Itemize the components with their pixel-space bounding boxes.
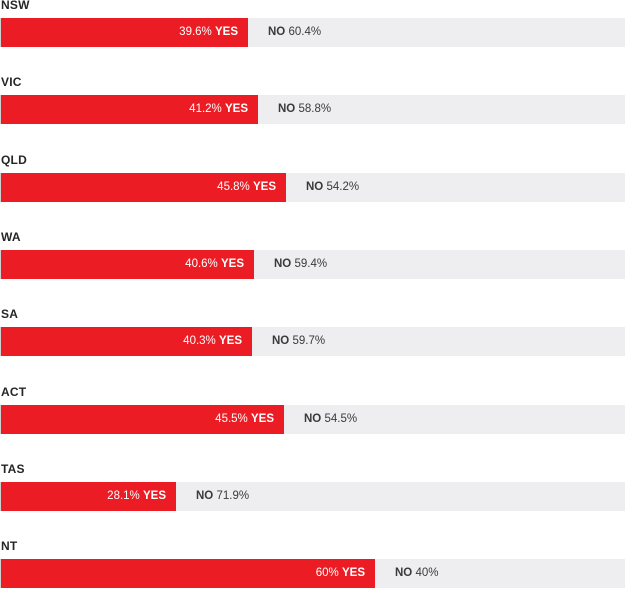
yes-percent: 45.8%	[217, 181, 253, 193]
yes-percent: 28.1%	[107, 490, 143, 502]
yes-value-label: 39.6% YES	[179, 18, 238, 47]
state-row-act: ACT 45.5% YES NO 54.5%	[0, 385, 625, 447]
state-row-tas: TAS 28.1% YES NO 71.9%	[0, 462, 625, 524]
yes-value-label: 41.2% YES	[189, 95, 248, 124]
yes-word: YES	[218, 335, 242, 347]
no-word: NO	[395, 567, 416, 579]
yes-word: YES	[252, 181, 276, 193]
no-percent: 58.8%	[298, 103, 332, 115]
bar-track: 40.6% YES NO 59.4%	[0, 250, 625, 279]
state-row-vic: VIC 41.2% YES NO 58.8%	[0, 75, 625, 137]
yes-bar: 60% YES	[0, 559, 375, 588]
yes-word: YES	[250, 413, 274, 425]
bar-track: 41.2% YES NO 58.8%	[0, 95, 625, 124]
yes-bar: 45.5% YES	[0, 405, 284, 434]
state-label: SA	[1, 307, 19, 321]
state-row-nt: NT 60% YES NO 40%	[0, 539, 625, 601]
bar-track: 45.5% YES NO 54.5%	[0, 405, 625, 434]
state-row-nsw: NSW 39.6% YES NO 60.4%	[0, 0, 625, 60]
yes-percent: 60%	[315, 567, 342, 579]
no-percent: 59.4%	[294, 258, 328, 270]
no-percent: 59.7%	[292, 335, 326, 347]
yes-bar: 40.3% YES	[0, 327, 252, 356]
yes-value-label: 45.5% YES	[215, 405, 274, 434]
no-percent: 71.9%	[216, 490, 250, 502]
no-value-label: NO 54.5%	[304, 405, 357, 434]
no-percent: 60.4%	[288, 26, 322, 38]
yes-percent: 45.5%	[215, 413, 251, 425]
yes-value-label: 40.3% YES	[183, 327, 242, 356]
no-value-label: NO 54.2%	[306, 173, 359, 202]
state-label: QLD	[1, 153, 27, 167]
yes-value-label: 45.8% YES	[217, 173, 276, 202]
state-label: NSW	[1, 0, 30, 12]
bar-track: 40.3% YES NO 59.7%	[0, 327, 625, 356]
yes-bar: 39.6% YES	[0, 18, 248, 47]
yes-bar: 45.8% YES	[0, 173, 286, 202]
bar-track: 60% YES NO 40%	[0, 559, 625, 588]
no-value-label: NO 58.8%	[278, 95, 331, 124]
yes-percent: 39.6%	[179, 26, 215, 38]
no-percent: 40%	[415, 567, 439, 579]
no-value-label: NO 59.4%	[274, 250, 327, 279]
yes-word: YES	[341, 567, 365, 579]
yes-percent: 40.3%	[183, 335, 219, 347]
no-value-label: NO 40%	[395, 559, 438, 588]
state-label: VIC	[1, 75, 22, 89]
no-percent: 54.2%	[326, 181, 360, 193]
state-label: ACT	[1, 385, 27, 399]
yes-word: YES	[224, 103, 248, 115]
no-word: NO	[196, 490, 217, 502]
yes-value-label: 60% YES	[316, 559, 365, 588]
yes-value-label: 40.6% YES	[185, 250, 244, 279]
bar-track: 28.1% YES NO 71.9%	[0, 482, 625, 511]
no-value-label: NO 71.9%	[196, 482, 249, 511]
state-label: WA	[1, 230, 21, 244]
state-row-sa: SA 40.3% YES NO 59.7%	[0, 307, 625, 369]
no-value-label: NO 59.7%	[272, 327, 325, 356]
state-row-qld: QLD 45.8% YES NO 54.2%	[0, 153, 625, 215]
yes-percent: 41.2%	[189, 103, 225, 115]
yes-bar: 41.2% YES	[0, 95, 258, 124]
no-word: NO	[272, 335, 293, 347]
yes-word: YES	[220, 258, 244, 270]
state-row-wa: WA 40.6% YES NO 59.4%	[0, 230, 625, 292]
yes-value-label: 28.1% YES	[107, 482, 166, 511]
yes-bar: 40.6% YES	[0, 250, 254, 279]
bar-track: 39.6% YES NO 60.4%	[0, 18, 625, 47]
yes-percent: 40.6%	[185, 258, 221, 270]
no-word: NO	[274, 258, 295, 270]
yes-word: YES	[142, 490, 166, 502]
no-word: NO	[278, 103, 299, 115]
yes-word: YES	[214, 26, 238, 38]
no-word: NO	[306, 181, 327, 193]
bar-track: 45.8% YES NO 54.2%	[0, 173, 625, 202]
no-value-label: NO 60.4%	[268, 18, 321, 47]
state-label: NT	[1, 539, 18, 553]
yes-bar: 28.1% YES	[0, 482, 176, 511]
no-word: NO	[304, 413, 325, 425]
state-label: TAS	[1, 462, 25, 476]
no-word: NO	[268, 26, 289, 38]
no-percent: 54.5%	[324, 413, 358, 425]
